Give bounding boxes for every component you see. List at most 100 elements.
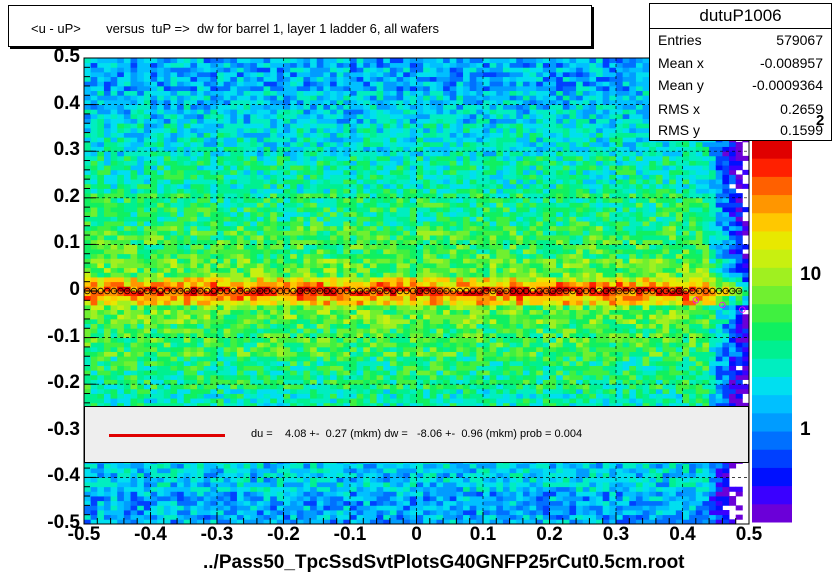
heatmap-cell bbox=[236, 58, 244, 64]
heatmap-cell bbox=[157, 300, 165, 306]
heatmap-cell bbox=[263, 346, 271, 352]
heatmap-cell bbox=[256, 137, 264, 143]
heatmap-cell bbox=[97, 374, 105, 380]
heatmap-cell bbox=[110, 477, 118, 483]
heatmap-cell bbox=[310, 486, 318, 492]
heatmap-cell bbox=[170, 356, 178, 362]
heatmap-cell bbox=[190, 249, 198, 255]
heatmap-cell bbox=[409, 468, 417, 474]
heatmap-cell bbox=[123, 342, 131, 348]
heatmap-cell bbox=[210, 304, 218, 311]
heatmap-cell bbox=[303, 81, 311, 87]
heatmap-cell bbox=[210, 169, 218, 175]
heatmap-cell bbox=[310, 76, 318, 82]
heatmap-cell bbox=[217, 351, 225, 357]
heatmap-cell bbox=[270, 197, 278, 203]
heatmap-cell bbox=[150, 239, 158, 245]
heatmap-cell bbox=[389, 71, 397, 78]
heatmap-cell bbox=[223, 510, 231, 516]
heatmap-cell bbox=[170, 277, 178, 283]
heatmap-cell bbox=[143, 491, 151, 497]
heatmap-cell bbox=[103, 500, 111, 506]
heatmap-cell bbox=[143, 174, 151, 180]
heatmap-cell bbox=[170, 109, 178, 115]
heatmap-cell bbox=[110, 295, 118, 301]
heatmap-cell bbox=[389, 482, 397, 488]
heatmap-cell bbox=[263, 155, 271, 161]
heatmap-cell bbox=[183, 318, 191, 325]
heatmap-cell bbox=[336, 165, 344, 171]
heatmap-cell bbox=[236, 281, 244, 287]
heatmap-cell bbox=[143, 486, 151, 492]
heatmap-cell bbox=[350, 309, 358, 315]
heatmap-cell bbox=[137, 300, 145, 306]
heatmap-cell bbox=[230, 183, 238, 189]
heatmap-cell bbox=[303, 323, 311, 329]
heatmap-cell bbox=[137, 85, 145, 92]
heatmap-cell bbox=[197, 123, 205, 129]
heatmap-cell bbox=[130, 62, 138, 68]
heatmap-cell bbox=[130, 356, 138, 362]
heatmap-cell bbox=[343, 58, 351, 64]
heatmap-cell bbox=[170, 85, 178, 92]
heatmap-cell bbox=[330, 160, 338, 166]
heatmap-cell bbox=[150, 309, 158, 315]
heatmap-cell bbox=[403, 402, 411, 408]
heatmap-cell bbox=[177, 514, 185, 520]
heatmap-cell bbox=[256, 58, 264, 64]
heatmap-cell bbox=[296, 328, 304, 334]
heatmap-cell bbox=[376, 165, 384, 171]
heatmap-cell bbox=[243, 183, 251, 189]
heatmap-cell bbox=[236, 482, 244, 488]
heatmap-cell bbox=[150, 510, 158, 516]
heatmap-cell bbox=[276, 472, 284, 478]
heatmap-cell bbox=[296, 318, 304, 325]
heatmap-cell bbox=[389, 491, 397, 497]
heatmap-cell bbox=[123, 263, 131, 269]
heatmap-cell bbox=[170, 160, 178, 166]
heatmap-cell bbox=[303, 113, 311, 119]
heatmap-cell bbox=[103, 356, 111, 362]
heatmap-cell bbox=[303, 99, 311, 105]
heatmap-cell bbox=[170, 370, 178, 376]
heatmap-cell bbox=[296, 132, 304, 138]
heatmap-cell bbox=[409, 328, 417, 334]
heatmap-cell bbox=[143, 202, 151, 208]
heatmap-cell bbox=[343, 67, 351, 73]
heatmap-cell bbox=[177, 384, 185, 390]
heatmap-cell bbox=[363, 76, 371, 82]
heatmap-cell bbox=[90, 207, 98, 213]
heatmap-cell bbox=[296, 360, 304, 366]
heatmap-cell bbox=[110, 398, 118, 404]
heatmap-cell bbox=[336, 90, 344, 96]
heatmap-cell bbox=[336, 62, 344, 68]
heatmap-cell bbox=[270, 221, 278, 227]
heatmap-cell bbox=[90, 109, 98, 115]
heatmap-cell bbox=[250, 118, 258, 124]
heatmap-cell bbox=[137, 193, 145, 199]
heatmap-cell bbox=[84, 379, 92, 385]
heatmap-cell bbox=[270, 337, 278, 343]
heatmap-cell bbox=[323, 514, 331, 520]
heatmap-cell bbox=[283, 179, 291, 185]
heatmap-cell bbox=[409, 402, 417, 408]
heatmap-cell bbox=[97, 514, 105, 520]
heatmap-cell bbox=[283, 295, 291, 301]
heatmap-cell bbox=[103, 365, 111, 371]
heatmap-cell bbox=[403, 183, 411, 189]
heatmap-cell bbox=[110, 113, 118, 119]
heatmap-cell bbox=[389, 99, 397, 105]
heatmap-cell bbox=[123, 202, 131, 208]
heatmap-cell bbox=[296, 109, 304, 115]
heatmap-cell bbox=[157, 225, 165, 231]
heatmap-cell bbox=[263, 151, 271, 157]
heatmap-cell bbox=[197, 71, 205, 78]
heatmap-cell bbox=[270, 81, 278, 87]
heatmap-cell bbox=[210, 388, 218, 394]
heatmap-cell bbox=[117, 258, 125, 264]
heatmap-cell bbox=[236, 514, 244, 520]
heatmap-cell bbox=[409, 346, 417, 352]
heatmap-cell bbox=[97, 309, 105, 315]
heatmap-cell bbox=[170, 81, 178, 87]
heatmap-cell bbox=[84, 486, 92, 492]
